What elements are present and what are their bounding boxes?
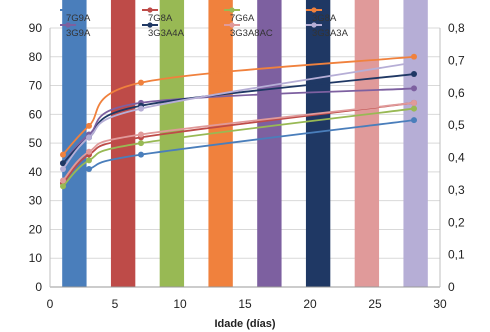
data-point: [138, 140, 144, 147]
y2-tick-label: 0: [448, 280, 455, 294]
y2-tick-label: 0,8: [448, 21, 465, 35]
x-tick-label: 5: [112, 297, 119, 311]
data-point: [138, 151, 144, 158]
data-point: [138, 79, 144, 86]
bar: [110, 0, 136, 287]
data-point: [86, 148, 92, 155]
series-line: [62, 107, 415, 187]
y2-tick-labels: 0 0,1 0,2 0,3 0,4 0,5 0,6 0,7 0,8: [448, 21, 465, 294]
axes: [49, 28, 441, 288]
series-line: [62, 119, 415, 185]
legend-swatch-marker: [147, 7, 153, 13]
series-line: [62, 87, 415, 164]
y2-tick-label: 0,6: [448, 86, 465, 100]
bar: [159, 0, 185, 287]
series-line: [62, 61, 415, 170]
bar: [354, 0, 380, 287]
data-point: [60, 166, 66, 173]
legend-swatch-marker: [311, 22, 317, 28]
legend-swatch-marker: [229, 22, 235, 28]
y-tick-label: 20: [29, 222, 43, 236]
legend-swatch-marker: [229, 7, 235, 13]
legend-label: 3G8A: [312, 13, 337, 24]
y-tick-label: 0: [35, 280, 42, 294]
x-tick-label: 0: [47, 297, 54, 311]
legend-label: 7G8A: [148, 13, 173, 24]
y-tick-labels: 0 10 20 30 40 50 60 70 80 90: [29, 21, 43, 294]
data-point: [86, 166, 92, 173]
bar: [305, 0, 331, 287]
bar: [257, 0, 282, 287]
data-point: [411, 105, 417, 112]
x-tick-label: 15: [238, 297, 252, 311]
legend-swatch-marker: [147, 22, 153, 28]
y-tick-label: 50: [29, 136, 43, 150]
legend-swatch-marker: [65, 22, 71, 28]
data-point: [86, 122, 92, 129]
legend: 7G9A 7G8A 7G6A 3G8A 3G9A 3G3A4A 3G3A8AC 3G3A3A: [60, 7, 349, 39]
data-point: [60, 160, 66, 167]
y2-tick-label: 0,7: [448, 53, 465, 67]
data-point: [411, 117, 417, 124]
data-point: [138, 105, 144, 112]
y2-tick-label: 0,2: [448, 215, 465, 229]
x-tick-label: 25: [368, 297, 382, 311]
legend-label: 3G9A: [66, 28, 91, 39]
data-point: [411, 71, 417, 78]
y-tick-label: 70: [29, 79, 43, 93]
data-point: [60, 177, 66, 184]
y2-tick-label: 0,5: [448, 118, 465, 132]
y-tick-label: 60: [29, 107, 43, 121]
x-tick-label: 20: [303, 297, 317, 311]
lines: [60, 53, 417, 190]
legend-label: 3G3A3A: [312, 28, 349, 39]
data-point: [138, 131, 144, 138]
legend-label: 7G9A: [66, 13, 91, 24]
data-point: [86, 157, 92, 164]
data-point: [411, 53, 417, 60]
bar: [403, 0, 428, 287]
x-tick-label: 10: [173, 297, 187, 311]
series-line: [62, 55, 415, 156]
data-point: [411, 99, 417, 106]
legend-swatch-marker: [65, 7, 71, 13]
y-tick-label: 10: [29, 251, 43, 265]
y-tick-label: 80: [29, 50, 43, 64]
x-tick-labels: 0 5 10 15 20 25 30: [47, 297, 447, 311]
legend-label: 3G3A8AC: [230, 28, 273, 39]
data-point: [411, 59, 417, 66]
legend-label: 3G3A4A: [148, 28, 185, 39]
data-point: [411, 85, 417, 92]
x-axis-title: Idade (días): [214, 318, 275, 330]
y2-tick-label: 0,1: [448, 248, 465, 262]
legend-label: 7G6A: [230, 13, 255, 24]
x-tick-label: 30: [433, 297, 447, 311]
series-line: [62, 101, 415, 182]
data-point: [86, 134, 92, 141]
y-tick-label: 40: [29, 165, 43, 179]
data-point: [60, 183, 66, 190]
y-tick-label: 30: [29, 194, 43, 208]
data-point: [60, 151, 66, 158]
y2-tick-label: 0,3: [448, 183, 465, 197]
bars: [62, 0, 428, 287]
y-tick-label: 90: [29, 21, 43, 35]
legend-swatch-marker: [311, 7, 317, 13]
y2-tick-label: 0,4: [448, 151, 465, 165]
